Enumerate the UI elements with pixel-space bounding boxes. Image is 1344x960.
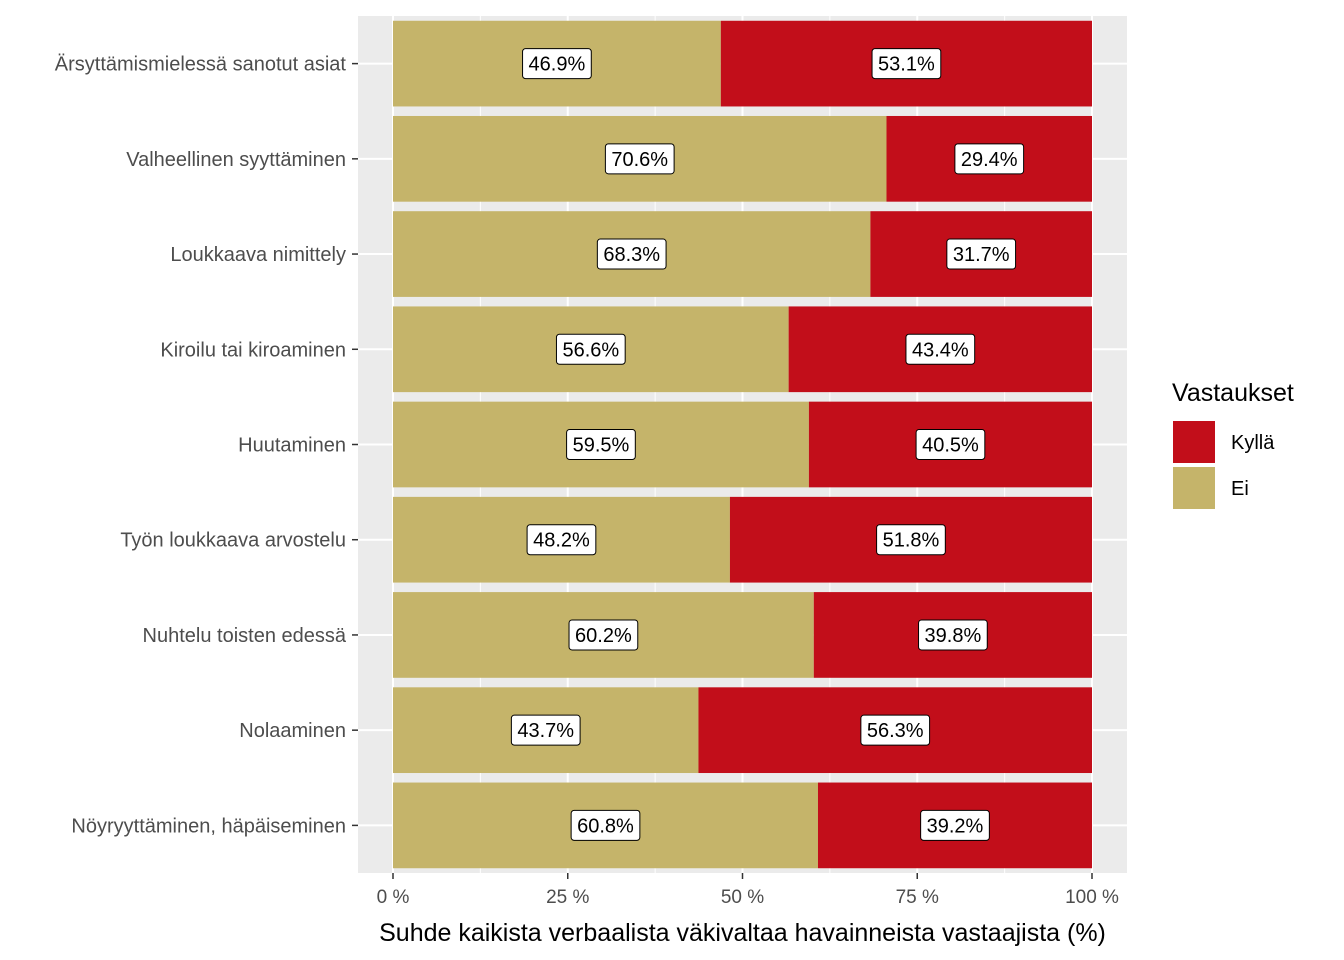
data-label-text: 56.3% <box>867 720 924 742</box>
data-label-box <box>566 429 636 460</box>
legend-title: Vastaukset <box>1172 379 1294 407</box>
data-labels-group: 46.9% 53.1% 70.6% 29.4% 68.3% 31.7% 56.6% 43.4%… <box>510 48 1025 841</box>
value-tick-label: 100 % <box>1065 887 1119 908</box>
data-label-text: 43.4% <box>912 339 969 361</box>
data-label-box <box>596 238 667 270</box>
data-label-text: 43.7% <box>517 720 574 742</box>
value-tick-label: 25 % <box>546 887 589 908</box>
category-label: Nuhtelu toisten edessä <box>143 625 347 647</box>
data-label-text: 48.2% <box>533 530 590 552</box>
category-label: Huutaminen <box>238 435 346 457</box>
data-label-text: 70.6% <box>611 149 668 171</box>
data-label: 48.2% <box>526 524 597 556</box>
data-label-text: 39.2% <box>927 815 984 837</box>
category-label: Nöyryyttäminen, häpäiseminen <box>71 815 346 837</box>
data-label-box <box>954 143 1025 175</box>
category-label: Kiroilu tai kiroaminen <box>160 339 346 361</box>
bars-group <box>393 20 1092 869</box>
legend-label: Kyllä <box>1231 432 1275 454</box>
data-label-box <box>555 333 626 365</box>
data-label: 39.8% <box>918 619 988 651</box>
category-label: Työn loukkaava arvostelu <box>120 530 346 552</box>
data-label-box <box>510 714 581 746</box>
data-label: 40.5% <box>915 429 986 460</box>
value-tick-label: 0 % <box>377 887 410 908</box>
data-label-text: 46.9% <box>529 54 586 76</box>
data-label-box <box>526 524 597 556</box>
legend-key-ei <box>1173 467 1215 509</box>
category-label: Nolaaminen <box>239 720 346 742</box>
data-label-box <box>918 619 988 651</box>
data-label: 56.3% <box>860 714 931 746</box>
data-label-text: 53.1% <box>878 54 935 76</box>
data-label-box <box>915 429 986 460</box>
data-label-box <box>946 238 1017 270</box>
value-tick-label: 75 % <box>896 887 939 908</box>
data-label-box <box>905 333 976 365</box>
data-label-text: 31.7% <box>953 244 1010 266</box>
data-label-text: 56.6% <box>562 339 619 361</box>
data-label-text: 60.2% <box>575 625 632 647</box>
data-label-box <box>920 809 990 841</box>
legend-key-kyll- <box>1173 421 1215 463</box>
data-label-box <box>604 143 675 175</box>
value-tick-label: 50 % <box>721 887 764 908</box>
category-label: Ärsyttämismielessä sanotut asiat <box>55 54 347 76</box>
data-label-text: 51.8% <box>883 530 940 552</box>
data-label: 68.3% <box>596 238 667 270</box>
data-label-text: 39.8% <box>925 625 982 647</box>
data-label: 53.1% <box>871 48 942 80</box>
data-label: 31.7% <box>946 238 1017 270</box>
data-label: 43.7% <box>510 714 581 746</box>
legend: Vastaukset Kyllä Ei <box>1172 379 1294 509</box>
data-label-box <box>871 48 942 80</box>
data-label-box <box>522 48 592 80</box>
data-label: 39.2% <box>920 809 990 841</box>
category-label: Loukkaava nimittely <box>170 244 346 266</box>
data-label-text: 68.3% <box>603 244 660 266</box>
data-label-text: 60.8% <box>577 815 634 837</box>
data-label-text: 40.5% <box>922 435 979 457</box>
data-label-text: 29.4% <box>961 149 1018 171</box>
data-label: 59.5% <box>566 429 636 460</box>
data-label-box <box>570 809 641 841</box>
data-label: 51.8% <box>876 524 946 556</box>
category-axis: Ärsyttämismielessä sanotut asiat Valheell… <box>55 54 358 837</box>
data-label-box <box>876 524 946 556</box>
value-axis: 0 % 25 % 50 % 75 % 100 % <box>377 873 1119 908</box>
x-axis-title: Suhde kaikista verbaalista väkivaltaa ha… <box>379 919 1106 947</box>
data-label: 60.2% <box>568 619 639 651</box>
data-label: 43.4% <box>905 333 976 365</box>
data-label: 29.4% <box>954 143 1025 175</box>
legend-label: Ei <box>1231 478 1249 500</box>
data-label: 46.9% <box>522 48 592 80</box>
data-label-box <box>860 714 931 746</box>
data-label: 56.6% <box>555 333 626 365</box>
category-label: Valheellinen syyttäminen <box>126 149 346 171</box>
data-label: 70.6% <box>604 143 675 175</box>
data-label-box <box>568 619 639 651</box>
data-label-text: 59.5% <box>573 435 630 457</box>
data-label: 60.8% <box>570 809 641 841</box>
